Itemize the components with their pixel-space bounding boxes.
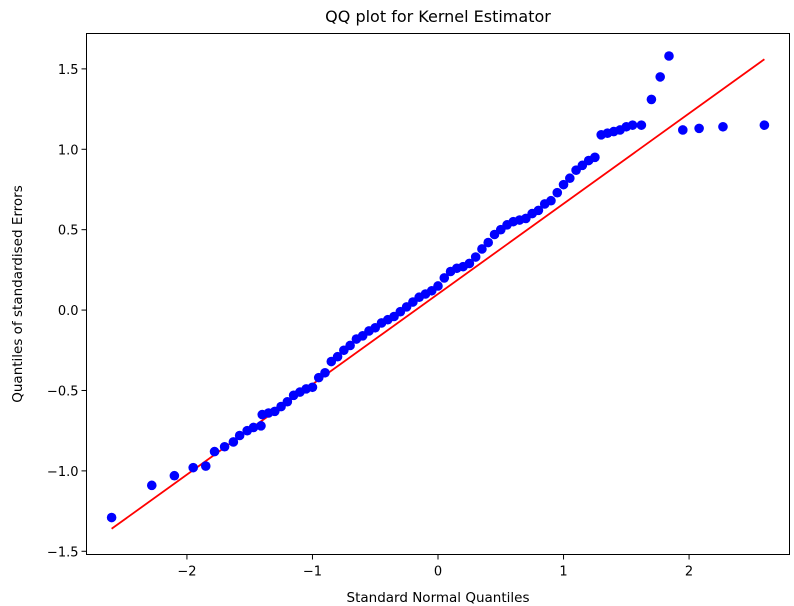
y-tick-label: 0.0 bbox=[58, 304, 79, 319]
data-point bbox=[565, 173, 575, 184]
x-tick-label: 0 bbox=[434, 565, 442, 580]
chart-title: QQ plot for Kernel Estimator bbox=[325, 7, 551, 26]
data-point bbox=[332, 351, 343, 362]
y-tick-label: −1.5 bbox=[47, 545, 79, 560]
data-point bbox=[228, 437, 239, 447]
data-point bbox=[718, 121, 728, 132]
data-point bbox=[694, 123, 704, 134]
data-point bbox=[248, 422, 259, 433]
data-point bbox=[169, 470, 180, 481]
data-point bbox=[307, 382, 318, 393]
data-point bbox=[146, 480, 157, 491]
x-tick-label: 2 bbox=[685, 565, 693, 580]
data-point bbox=[636, 120, 647, 130]
data-point bbox=[477, 244, 487, 254]
data-point bbox=[664, 51, 674, 61]
y-tick-label: 0.5 bbox=[58, 224, 79, 239]
data-point bbox=[439, 273, 450, 283]
data-point bbox=[219, 441, 230, 452]
data-point bbox=[106, 512, 117, 523]
y-tick-label: −0.5 bbox=[47, 384, 79, 399]
data-point bbox=[483, 237, 494, 248]
y-axis-label: Quantiles of standardised Errors bbox=[10, 185, 26, 403]
data-point bbox=[464, 258, 475, 269]
reference-line bbox=[111, 58, 765, 530]
reference-line-group bbox=[111, 58, 765, 530]
data-point bbox=[345, 340, 355, 351]
data-point bbox=[209, 446, 220, 457]
points-group bbox=[106, 51, 770, 523]
data-point bbox=[234, 430, 245, 441]
data-point bbox=[470, 252, 481, 262]
data-point bbox=[646, 94, 657, 105]
data-point bbox=[256, 421, 266, 431]
y-tick-label: 1.0 bbox=[58, 143, 79, 158]
x-tick-label: −1 bbox=[303, 565, 322, 580]
data-point bbox=[552, 187, 563, 198]
data-point bbox=[282, 396, 293, 407]
data-point bbox=[677, 125, 688, 135]
data-point bbox=[200, 461, 211, 471]
data-point bbox=[533, 205, 544, 216]
x-tick-label: 1 bbox=[559, 565, 567, 580]
data-point bbox=[759, 120, 770, 130]
data-point bbox=[433, 281, 443, 291]
data-point bbox=[320, 367, 330, 378]
y-tick-label: −1.0 bbox=[47, 465, 79, 480]
data-point bbox=[188, 462, 199, 473]
x-axis-label: Standard Normal Quantiles bbox=[347, 590, 530, 606]
data-point bbox=[655, 72, 665, 82]
plot-frame bbox=[86, 33, 790, 555]
y-tick-label: 1.5 bbox=[58, 63, 79, 78]
axes: −2 −1 0 1 2 −1.5 −1.0 −0.5 0.0 0.5 1.0 1.5 bbox=[47, 63, 693, 580]
x-tick-label: −2 bbox=[177, 565, 196, 580]
data-point bbox=[558, 179, 569, 190]
data-point bbox=[546, 195, 556, 206]
data-point bbox=[627, 120, 638, 130]
data-point bbox=[590, 152, 600, 163]
